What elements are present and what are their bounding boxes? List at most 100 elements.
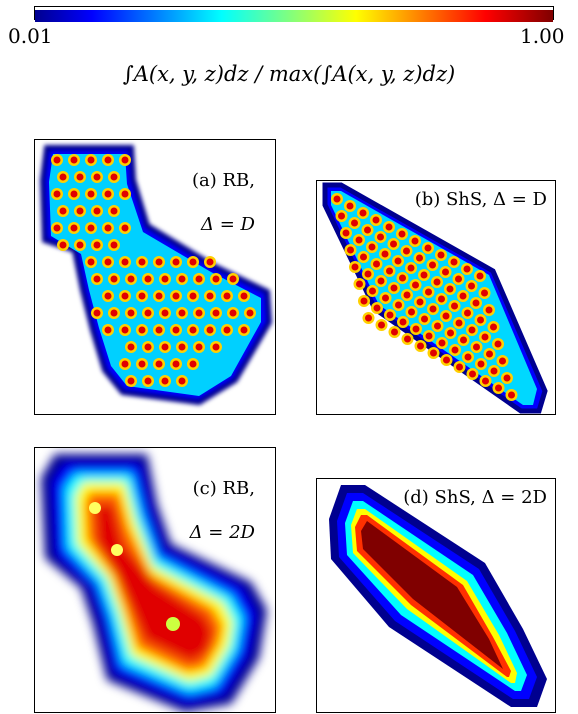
panel-b: (b) ShS, Δ = D (316, 180, 556, 415)
panel-b-particle-core (416, 298, 424, 306)
panel-a-particle-core (59, 173, 67, 181)
panel-b-particle-core (438, 339, 446, 347)
panel-b-particle-core (433, 278, 441, 286)
panel-a-particle-core (206, 326, 214, 334)
panel-a-particle-core (93, 275, 101, 283)
panel-a-particle-core (155, 360, 163, 368)
panel-a-particle-core (93, 173, 101, 181)
panel-a-particle-core (53, 156, 61, 164)
panel-a-particle-core (110, 207, 118, 215)
panel-a-particle-core (104, 326, 112, 334)
panel-a-particle-core (59, 207, 67, 215)
colorbar-min-label: 0.01 (8, 24, 53, 48)
panel-b-particle-core (407, 264, 415, 272)
panel-b-particle-core (473, 343, 480, 351)
colorbar-max-label: 1.00 (520, 24, 565, 48)
panel-b-particle-core (476, 272, 484, 280)
panel-a-particle-core (93, 241, 101, 249)
panel-d-label: (d) ShS, Δ = 2D (403, 487, 547, 508)
panel-a-particle-core (223, 292, 231, 300)
panel-b-particle-core (495, 384, 502, 392)
panel-b-particle-core (377, 233, 384, 241)
panel-b-particle-core (459, 292, 467, 300)
panel-b-particle-core (346, 202, 354, 210)
panel-b-particle-core (437, 251, 445, 259)
panel-b-particle-core (355, 236, 363, 244)
panel-b-particle-core (404, 335, 411, 343)
panel-b-particle-core (395, 301, 402, 309)
panel-a-particle-core (178, 275, 186, 283)
panel-b-particle-core (391, 328, 398, 336)
panel-b-particle-core (359, 209, 367, 217)
panel-b-particle-core (394, 257, 402, 265)
panel-b-particle-core (468, 282, 475, 290)
panel-a-particle-core (53, 190, 61, 198)
panel-a-particle-core (212, 275, 220, 283)
panel-a-particle-core (104, 224, 112, 232)
panel-a-particle-core (127, 275, 135, 283)
panel-b-particle-core (481, 333, 489, 341)
panel-a-label-line1: (a) RB, (192, 170, 255, 191)
panel-b-particle-core (364, 226, 371, 234)
panel-a-particle-core (93, 207, 101, 215)
panel-a-particle-core (110, 309, 118, 317)
panel-b-particle-core (368, 243, 376, 251)
panel-b-particle-core (408, 308, 415, 316)
panel-a-particle-core (76, 173, 84, 181)
panel-b-particle-core (468, 326, 476, 334)
panel-a-particle-core (155, 292, 163, 300)
panel-b-particle-core (477, 316, 484, 324)
panel-a-particle-core (76, 241, 84, 249)
panel-b-particle-core (447, 329, 454, 337)
panel-a-particle-core (127, 309, 135, 317)
panel-b-particle-core (472, 299, 480, 307)
panel-a-particle-core (195, 275, 203, 283)
colorbar-axis-label: ∫A(x, y, z)dz / max(∫A(x, y, z)dz) (122, 62, 456, 86)
panel-a-particle-core (104, 292, 112, 300)
panel-b-particle-core (425, 288, 432, 296)
panel-a-particle-core (144, 343, 152, 351)
panel-a-particle-core (121, 258, 129, 266)
panel-b-particle-core (399, 274, 406, 282)
panel-a-particle-core (121, 292, 129, 300)
panel-b-particle-core (482, 377, 489, 385)
panel-b-particle-core (434, 322, 441, 330)
panel-a-particle-core (246, 309, 254, 317)
panel-a-particle-core (240, 326, 248, 334)
panel-c-heatmap (41, 454, 267, 712)
panel-b-particle-core (464, 309, 471, 317)
panel-b-particle-core (381, 250, 389, 258)
panel-a-particle-core (138, 258, 146, 266)
panel-b-particle-core (351, 263, 359, 271)
panel-b-particle-core (351, 219, 358, 227)
panel-b-particle-core (451, 302, 458, 310)
panel-b-particle-core (403, 247, 410, 255)
panel-b-particle-core (508, 391, 515, 399)
panel-d-heatmap (329, 485, 547, 707)
panel-a-particle-core (87, 258, 95, 266)
panel-b-particle-core (377, 277, 385, 285)
panel-a-particle-core (212, 343, 220, 351)
panel-b-particle-core (403, 291, 411, 299)
panel-a-particle-core (87, 190, 95, 198)
panel-b-particle-core (456, 363, 463, 371)
panel-b-particle-core (490, 367, 498, 375)
panel-a-particle-core (138, 292, 146, 300)
panel-a-particle-core (70, 224, 78, 232)
panel-c-label: (c) RB, Δ = 2D (170, 456, 255, 588)
panel-a-particle-core (144, 377, 152, 385)
panel-b-particle-core (450, 258, 458, 266)
panel-b-particle-core (442, 268, 449, 276)
panel-a: (a) RB, Δ = D (34, 139, 276, 415)
panel-b-particle-core (386, 267, 393, 275)
panel-a-particle-core (70, 190, 78, 198)
panel-a-particle-core (138, 326, 146, 334)
panel-b-particle-core (455, 319, 463, 327)
panel-a-particle-core (178, 377, 186, 385)
panel-b-particle-core (421, 315, 428, 323)
panel-b-particle-core (443, 356, 450, 364)
panel-b-particles (331, 193, 518, 401)
panel-a-particle-core (138, 360, 146, 368)
panel-a-particle-core (110, 275, 118, 283)
panel-b-particle-core (369, 287, 376, 295)
